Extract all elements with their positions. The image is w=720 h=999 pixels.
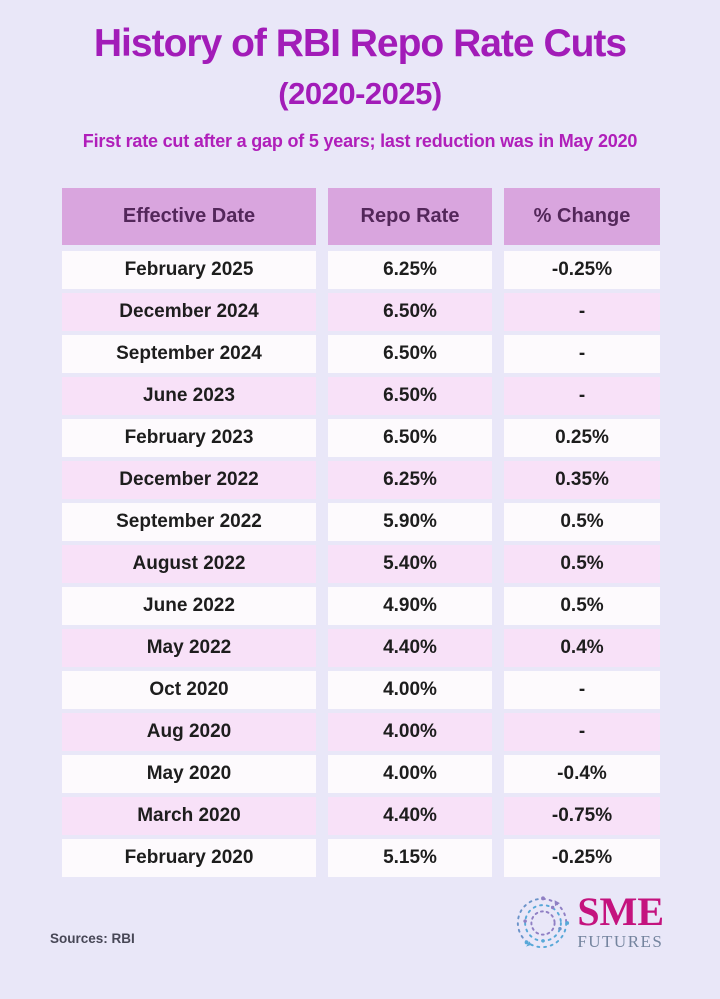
sme-futures-logo: SME FUTURES (514, 889, 664, 953)
cell-effective-date: December 2022 (62, 461, 316, 499)
cell-effective-date: September 2024 (62, 335, 316, 373)
cell-effective-date: February 2023 (62, 419, 316, 457)
page-title: History of RBI Repo Rate Cuts (93, 22, 627, 65)
table-row: March 2020 4.40% -0.75% (62, 797, 660, 835)
cell-repo-rate: 4.40% (328, 797, 492, 835)
page-title-year-range: (2020-2025) (278, 76, 442, 111)
table-row: Oct 2020 4.00% - (62, 671, 660, 709)
table-row: May 2022 4.40% 0.4% (62, 629, 660, 667)
cell-repo-rate: 5.90% (328, 503, 492, 541)
table-header-row: Effective Date Repo Rate % Change (62, 188, 660, 245)
cell-percent-change: - (504, 671, 660, 709)
table-row: June 2023 6.50% - (62, 377, 660, 415)
cell-percent-change: 0.25% (504, 419, 660, 457)
cell-repo-rate: 6.25% (328, 461, 492, 499)
cell-effective-date: Aug 2020 (62, 713, 316, 751)
cell-percent-change: 0.5% (504, 587, 660, 625)
cell-percent-change: -0.25% (504, 251, 660, 289)
logo-text-sme: SME (577, 889, 664, 934)
cell-percent-change: - (504, 293, 660, 331)
cell-repo-rate: 6.50% (328, 419, 492, 457)
cell-repo-rate: 5.40% (328, 545, 492, 583)
cell-percent-change: 0.5% (504, 545, 660, 583)
table-row: February 2020 5.15% -0.25% (62, 839, 660, 877)
column-header-repo-rate: Repo Rate (328, 188, 492, 245)
cell-percent-change: - (504, 377, 660, 415)
table-row: December 2024 6.50% - (62, 293, 660, 331)
cell-effective-date: September 2022 (62, 503, 316, 541)
cell-repo-rate: 6.50% (328, 335, 492, 373)
cell-percent-change: - (504, 713, 660, 751)
cell-effective-date: Oct 2020 (62, 671, 316, 709)
page-subtitle: First rate cut after a gap of 5 years; l… (82, 131, 638, 151)
cell-effective-date: February 2025 (62, 251, 316, 289)
cell-effective-date: June 2022 (62, 587, 316, 625)
cell-repo-rate: 4.00% (328, 671, 492, 709)
table-row: Aug 2020 4.00% - (62, 713, 660, 751)
table-row: September 2024 6.50% - (62, 335, 660, 373)
cell-repo-rate: 4.00% (328, 713, 492, 751)
sme-futures-logo-text: SME FUTURES (577, 889, 664, 952)
cell-percent-change: 0.5% (504, 503, 660, 541)
cell-repo-rate: 6.25% (328, 251, 492, 289)
cell-percent-change: 0.4% (504, 629, 660, 667)
cell-effective-date: December 2024 (62, 293, 316, 331)
table-row: September 2022 5.90% 0.5% (62, 503, 660, 541)
cell-percent-change: -0.25% (504, 839, 660, 877)
cell-effective-date: March 2020 (62, 797, 316, 835)
cell-repo-rate: 6.50% (328, 377, 492, 415)
column-header-percent-change: % Change (504, 188, 660, 245)
cell-effective-date: August 2022 (62, 545, 316, 583)
table-row: February 2023 6.50% 0.25% (62, 419, 660, 457)
cell-repo-rate: 4.90% (328, 587, 492, 625)
table-row: February 2025 6.25% -0.25% (62, 251, 660, 289)
cell-repo-rate: 4.40% (328, 629, 492, 667)
cell-percent-change: -0.4% (504, 755, 660, 793)
cell-percent-change: 0.35% (504, 461, 660, 499)
cell-percent-change: -0.75% (504, 797, 660, 835)
cell-percent-change: - (504, 335, 660, 373)
cell-effective-date: May 2020 (62, 755, 316, 793)
cell-repo-rate: 4.00% (328, 755, 492, 793)
table-row: December 2022 6.25% 0.35% (62, 461, 660, 499)
cell-effective-date: May 2022 (62, 629, 316, 667)
cell-repo-rate: 5.15% (328, 839, 492, 877)
table-body: February 2025 6.25% -0.25% December 2024… (62, 251, 660, 877)
sme-futures-logo-icon (517, 896, 570, 949)
cell-effective-date: February 2020 (62, 839, 316, 877)
table-row: August 2022 5.40% 0.5% (62, 545, 660, 583)
table-row: May 2020 4.00% -0.4% (62, 755, 660, 793)
column-header-effective-date: Effective Date (62, 188, 316, 245)
cell-effective-date: June 2023 (62, 377, 316, 415)
repo-rate-table: Effective Date Repo Rate % Change Februa… (62, 188, 660, 881)
source-note: Sources: RBI (50, 931, 135, 946)
table-row: June 2022 4.90% 0.5% (62, 587, 660, 625)
logo-text-futures: FUTURES (577, 932, 664, 951)
cell-repo-rate: 6.50% (328, 293, 492, 331)
